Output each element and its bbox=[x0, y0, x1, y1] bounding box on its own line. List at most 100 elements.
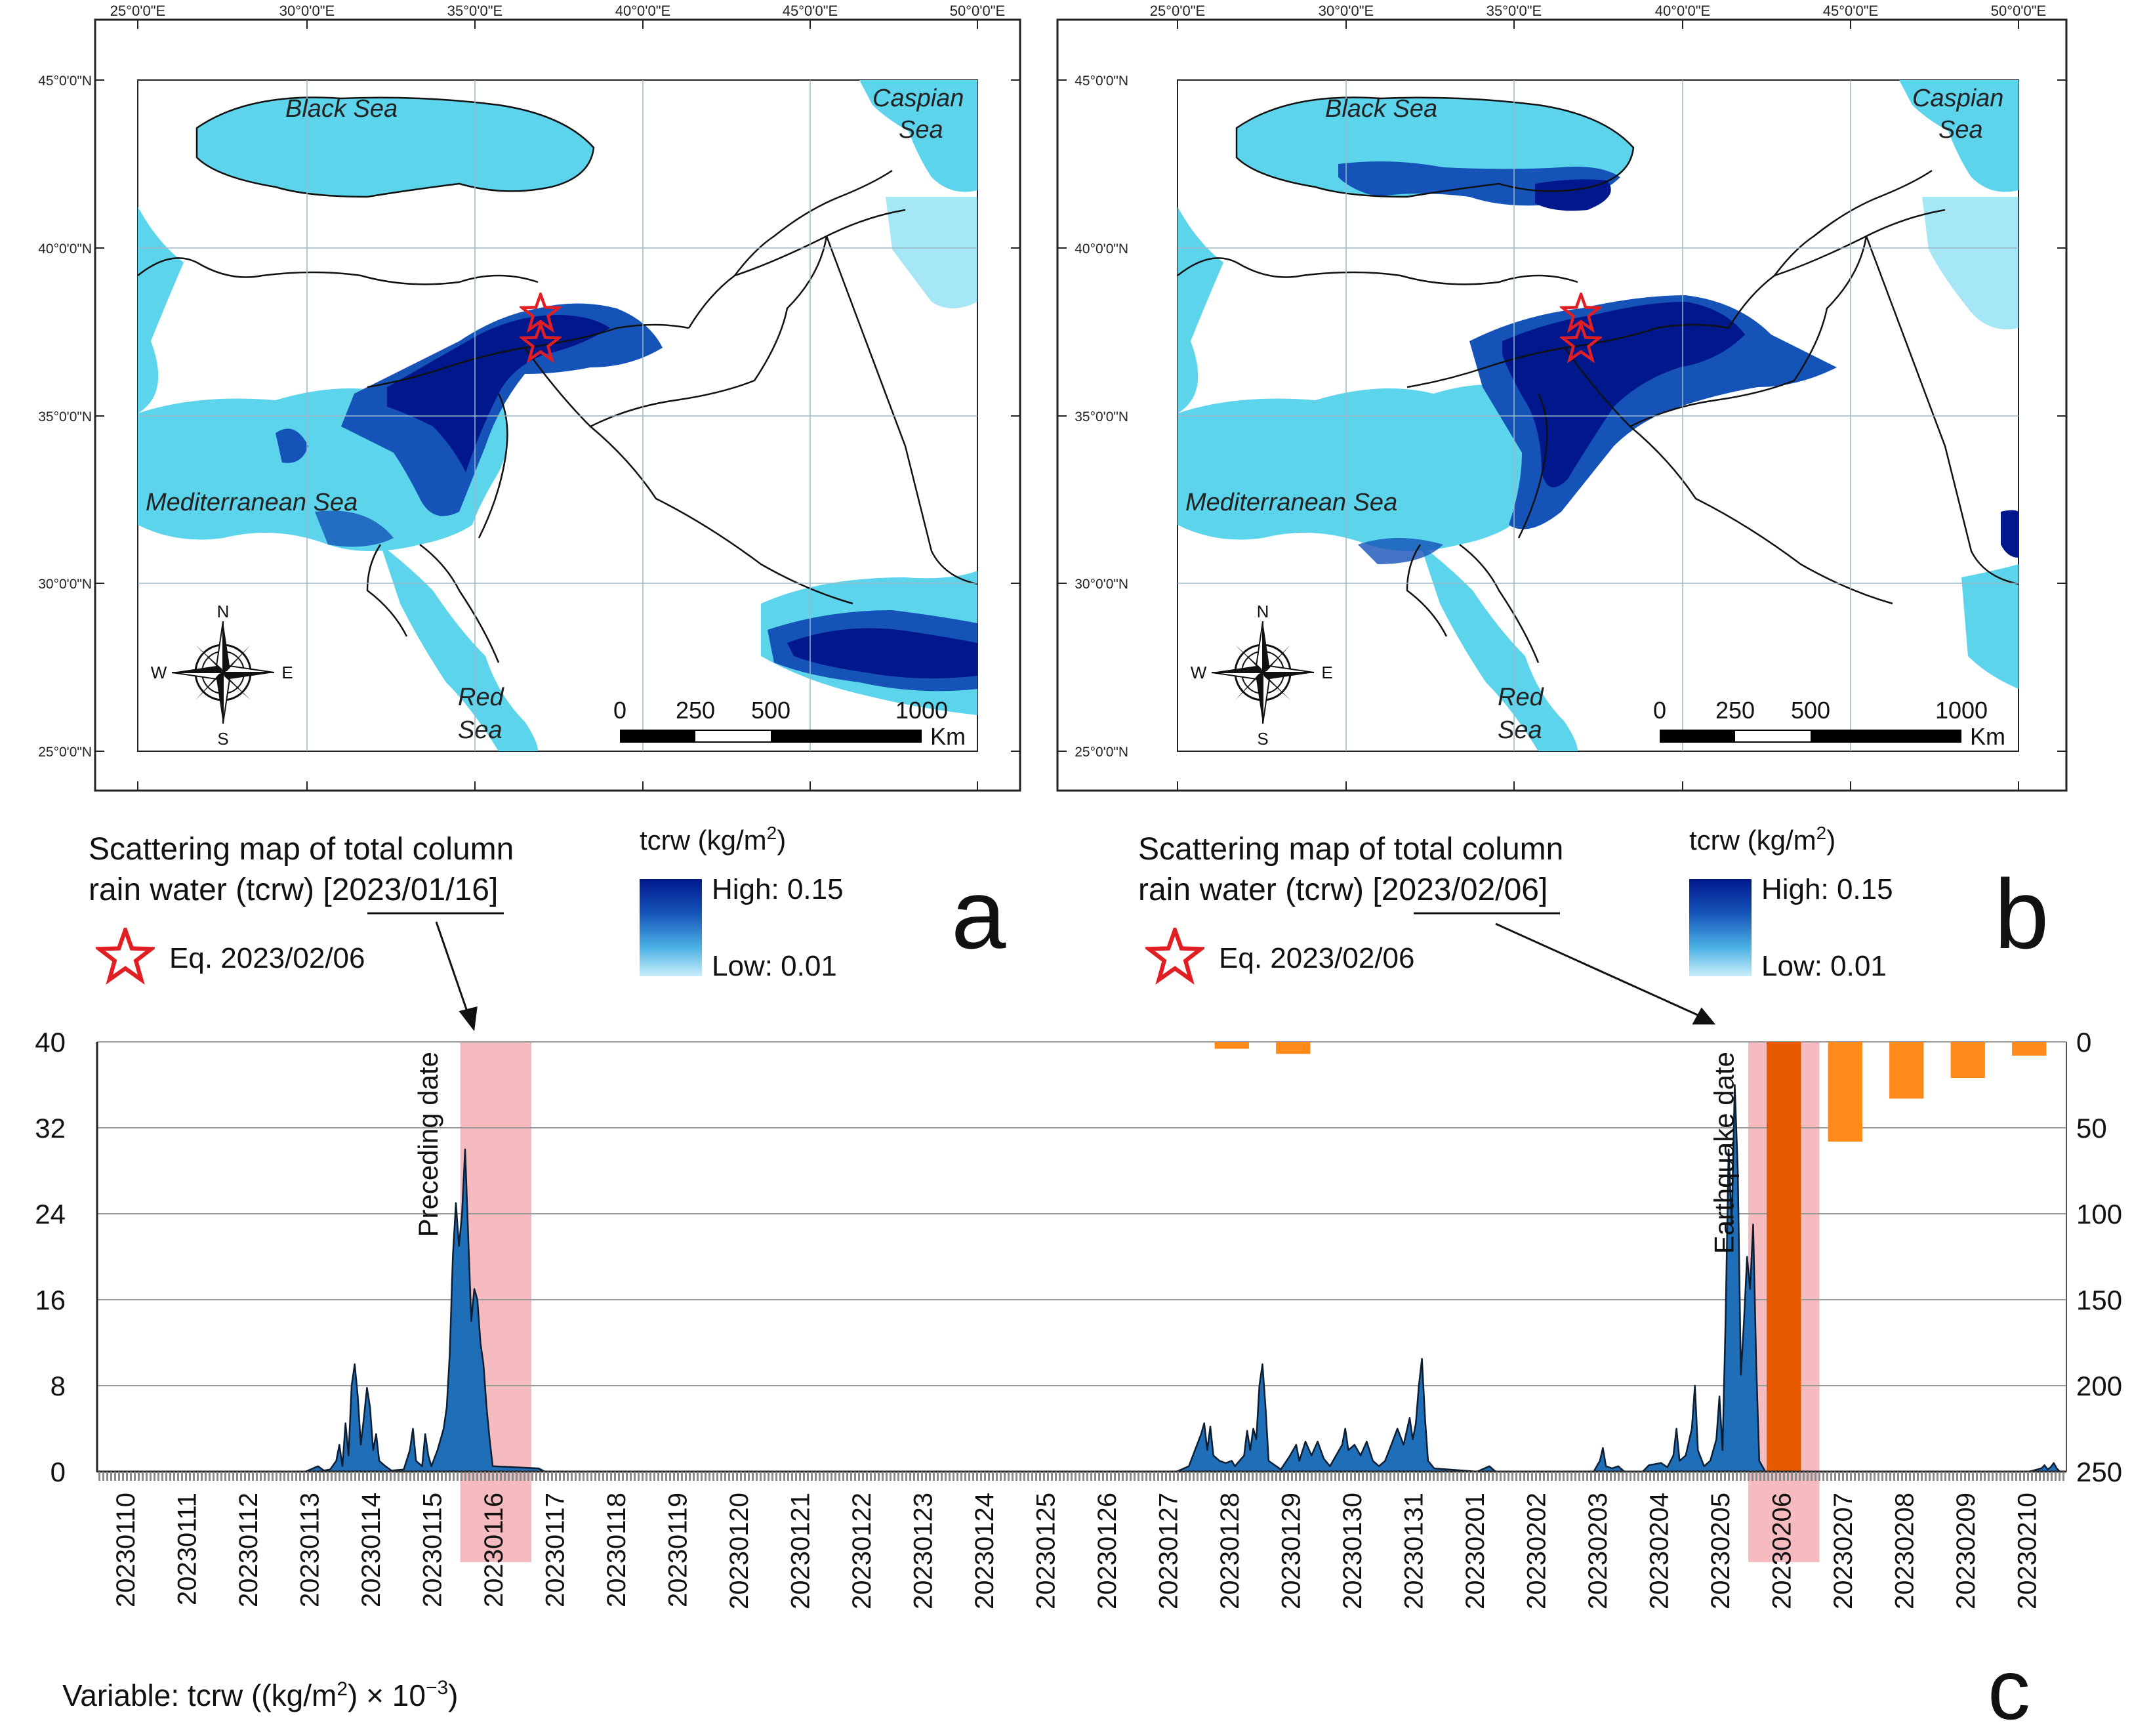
y2-tick-label: 100 bbox=[2076, 1199, 2122, 1230]
map-b-places: Black Sea Caspian Sea Mediterranean Sea … bbox=[1185, 85, 2003, 744]
x-tick-label: 20230110 bbox=[112, 1493, 140, 1607]
x-tick-label: 20230125 bbox=[1031, 1493, 1060, 1609]
y2-axis-ticks: 0 50 100 150 200 250 bbox=[2076, 1027, 2122, 1487]
y-tick-label: 0 bbox=[51, 1457, 66, 1487]
x-tick-label: 20230209 bbox=[1952, 1493, 1980, 1609]
caption-a-line2: rain water (tcrw) [2023/01/16] bbox=[89, 873, 498, 907]
scalebar-tick: 250 bbox=[676, 697, 715, 724]
x-tick-label: 20230210 bbox=[2013, 1493, 2041, 1609]
black-sea-label: Black Sea bbox=[1325, 95, 1437, 123]
quake-bar bbox=[1889, 1042, 1924, 1099]
scalebar-tick: 0 bbox=[613, 697, 626, 724]
caption-b-line1: Scattering map of total column bbox=[1138, 832, 1563, 867]
lat-label: 45°0'0"N bbox=[1075, 73, 1128, 89]
x-tick-label: 20230120 bbox=[725, 1493, 754, 1609]
x-tick-label: 20230115 bbox=[418, 1493, 447, 1607]
map-b-graticule bbox=[1178, 80, 2019, 751]
compass-w: W bbox=[1191, 663, 1207, 682]
x-tick-label: 20230114 bbox=[357, 1493, 386, 1607]
compass-n: N bbox=[217, 602, 230, 621]
lat-label: 35°0'0"N bbox=[1075, 409, 1128, 424]
map-a-ticks bbox=[95, 20, 1020, 791]
band-labels: Preceding date Earthquake date bbox=[413, 1052, 1740, 1254]
x-tick-label: 20230203 bbox=[1584, 1493, 1612, 1609]
x-tick-label: 20230206 bbox=[1767, 1493, 1796, 1609]
x-tick-label: 20230204 bbox=[1645, 1493, 1673, 1609]
panel-letter-c: c bbox=[1988, 1642, 2030, 1736]
legend-b-high: High: 0.15 bbox=[1761, 873, 1893, 905]
scalebar-tick: 500 bbox=[1791, 697, 1830, 724]
caption-a: Scattering map of total column rain wate… bbox=[89, 832, 514, 980]
legend-a-high: High: 0.15 bbox=[712, 873, 844, 905]
legend-a-low: Low: 0.01 bbox=[712, 950, 837, 982]
panel-letter-b: b bbox=[1994, 859, 2049, 969]
lat-label: 25°0'0"N bbox=[1075, 745, 1128, 760]
lat-label: 40°0'0"N bbox=[38, 241, 92, 257]
x-tick-label: 20230205 bbox=[1706, 1493, 1735, 1609]
red-sea-label: Red bbox=[458, 684, 505, 711]
lon-label: 35°0'0"E bbox=[1486, 3, 1542, 19]
map-a-borders bbox=[137, 96, 978, 663]
y2-tick-label: 150 bbox=[2076, 1285, 2122, 1315]
x-tick-label: 20230201 bbox=[1461, 1493, 1490, 1609]
chart-axes bbox=[96, 1042, 2067, 1481]
y-tick-label: 8 bbox=[51, 1371, 66, 1401]
y-tick-label: 40 bbox=[35, 1027, 66, 1058]
caption-b: Scattering map of total column rain wate… bbox=[1138, 832, 1563, 980]
scalebar-tick: 0 bbox=[1653, 697, 1666, 724]
x-tick-label: 20230131 bbox=[1399, 1493, 1428, 1609]
lat-label: 40°0'0"N bbox=[1075, 241, 1128, 257]
legend-a-title: tcrw (kg/m2) bbox=[640, 823, 786, 856]
red-sea-label: Sea bbox=[1498, 716, 1542, 744]
lon-label: 40°0'0"E bbox=[615, 3, 670, 19]
quake-bar bbox=[1828, 1042, 1862, 1142]
y-tick-label: 24 bbox=[35, 1199, 66, 1230]
band-label: Earthquake date bbox=[1709, 1052, 1740, 1254]
x-tick-label: 20230130 bbox=[1338, 1493, 1367, 1609]
caption-b-eq: Eq. 2023/02/06 bbox=[1219, 942, 1414, 974]
black-sea-label: Black Sea bbox=[285, 95, 398, 123]
band-label: Preceding date bbox=[413, 1052, 443, 1237]
caption-a-date: 2023/01/16 bbox=[332, 873, 489, 907]
map-panel-a: 25°0'0"E 30°0'0"E 35°0'0"E 40°0'0"E 45°0… bbox=[38, 3, 1021, 792]
scalebar-tick: 1000 bbox=[1935, 697, 1988, 724]
x-tick-label: 20230202 bbox=[1522, 1493, 1551, 1609]
y-tick-label: 16 bbox=[35, 1285, 66, 1315]
compass-icon: N S E W bbox=[1191, 602, 1333, 749]
x-tick-label: 20230124 bbox=[970, 1493, 999, 1609]
legend-b: tcrw (kg/m2) High: 0.15 Low: 0.01 bbox=[1689, 823, 1893, 982]
caption-arrows bbox=[435, 921, 1716, 1031]
x-axis-ticks: 20230110 20230111 20230112 20230113 20230114… bbox=[112, 1493, 2042, 1609]
lat-label: 30°0'0"N bbox=[1075, 577, 1128, 592]
x-tick-label: 20230116 bbox=[480, 1493, 508, 1607]
lon-label: 30°0'0"E bbox=[1319, 3, 1374, 19]
caspian-label: Sea bbox=[1938, 116, 1983, 144]
quake-bar bbox=[1214, 1042, 1249, 1049]
caspian-label: Caspian bbox=[872, 85, 964, 112]
compass-s: S bbox=[1257, 729, 1268, 749]
mediterranean-label: Mediterranean Sea bbox=[146, 489, 358, 516]
caspian-label: Caspian bbox=[1912, 85, 2003, 112]
tcrw-area bbox=[96, 1084, 2061, 1473]
caption-a-eq: Eq. 2023/02/06 bbox=[169, 942, 365, 974]
red-sea-label: Red bbox=[1498, 684, 1545, 711]
x-tick-label: 20230126 bbox=[1093, 1493, 1122, 1609]
map-a-graticule bbox=[138, 80, 977, 751]
legend-b-ramp bbox=[1689, 879, 1752, 976]
red-sea-label: Sea bbox=[458, 716, 502, 744]
tcrw-series bbox=[96, 1084, 2061, 1473]
map-b-borders bbox=[1177, 96, 2019, 663]
map-b-lon-labels: 25°0'0"E 30°0'0"E 35°0'0"E 40°0'0"E 45°0… bbox=[1150, 3, 2046, 19]
x-tick-label: 20230129 bbox=[1277, 1493, 1305, 1609]
lon-label: 25°0'0"E bbox=[1150, 3, 1205, 19]
lat-label: 25°0'0"N bbox=[38, 745, 92, 760]
scalebar: 0 250 500 1000 Km bbox=[1653, 697, 2005, 750]
x-tick-label: 20230123 bbox=[909, 1493, 937, 1609]
x-tick-label: 20230111 bbox=[173, 1493, 201, 1605]
highlight-bands bbox=[460, 1042, 1820, 1562]
variable-label: Variable: tcrw ((kg/m2) × 10−3) bbox=[62, 1677, 459, 1712]
x-axis-minor-ticks bbox=[97, 1472, 2066, 1481]
y2-tick-label: 200 bbox=[2076, 1371, 2122, 1401]
